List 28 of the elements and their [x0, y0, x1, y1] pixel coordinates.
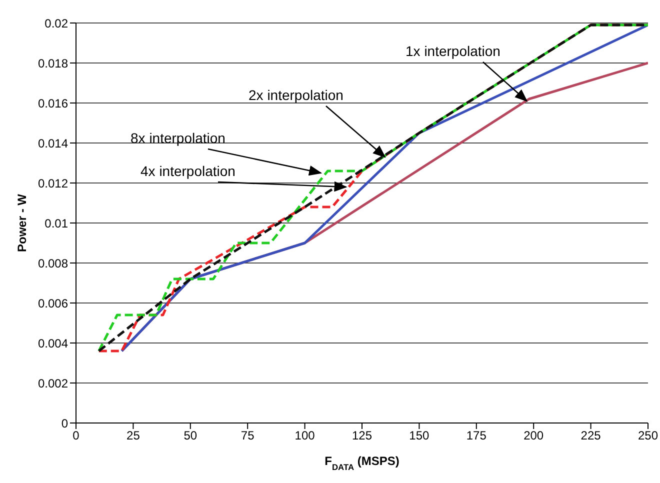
x-tick-label: 0 — [72, 428, 80, 443]
y-tick-label: 0.014 — [38, 136, 68, 150]
annotation: 8x interpolation — [130, 130, 226, 146]
y-tick-label: 0.016 — [38, 96, 68, 110]
x-tick-label: 25 — [126, 428, 140, 443]
annotation: 1x interpolation — [406, 43, 500, 59]
y-tick-label: 0.008 — [38, 256, 68, 270]
x-tick-label: 225 — [580, 428, 602, 443]
x-tick-label: 100 — [294, 428, 316, 443]
y-tick-label: 0.012 — [38, 176, 68, 190]
y-tick-label: 0 — [61, 416, 68, 430]
x-tick-label: 200 — [524, 428, 544, 443]
x-tick-label: 150 — [409, 428, 430, 443]
y-tick-label: 0.006 — [38, 296, 68, 310]
y-tick-label: 0.004 — [38, 336, 68, 350]
annotation: 2x interpolation — [248, 87, 344, 103]
x-tick-label: 125 — [352, 428, 372, 443]
annotation: 4x interpolation — [140, 163, 236, 179]
y-tick-label: 0.002 — [38, 376, 68, 390]
x-tick-label: 75 — [240, 428, 255, 443]
x-axis-title: F$_{DATA}$ (MSPS) — [324, 454, 400, 472]
x-tick-label: 250 — [638, 428, 658, 443]
y-tick-label: 0.02 — [44, 16, 68, 30]
x-tick-label: 50 — [184, 428, 198, 443]
y-tick-label: 0.018 — [38, 56, 68, 70]
y-axis-title: Power - W — [15, 193, 29, 252]
x-tick-label: 175 — [466, 428, 487, 443]
y-tick-label: 0.01 — [44, 216, 68, 230]
